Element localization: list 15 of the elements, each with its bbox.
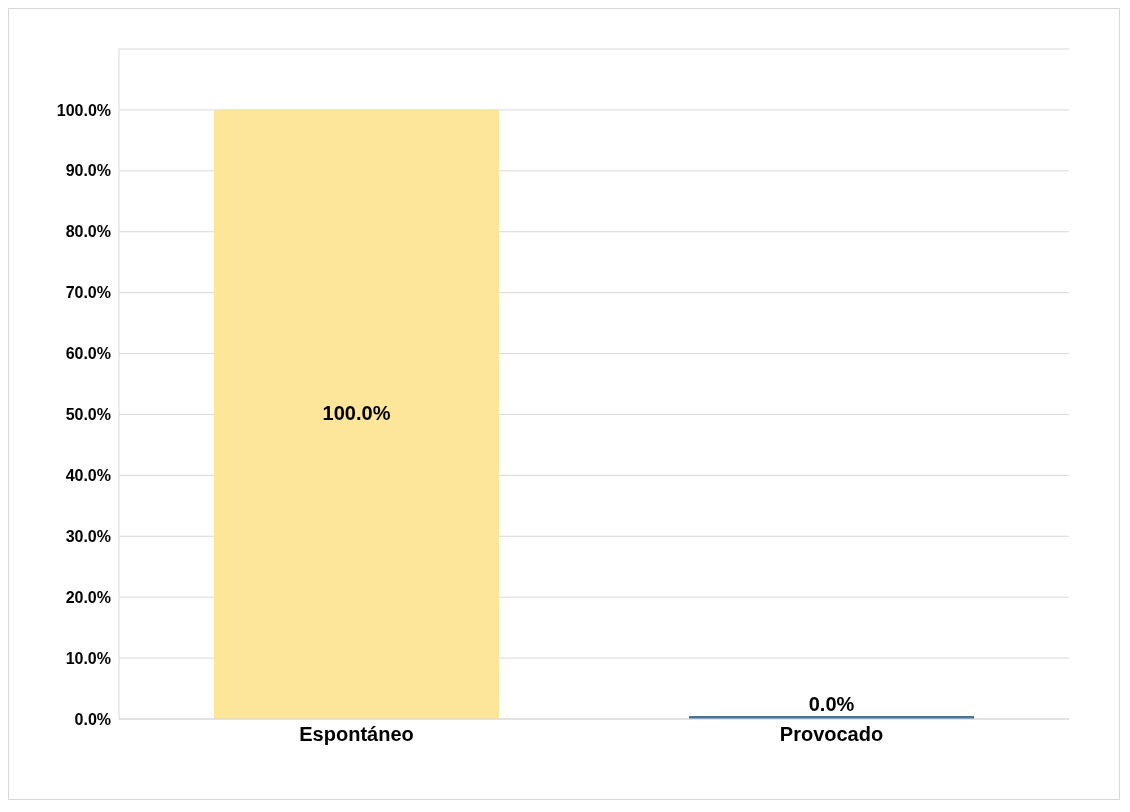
y-tick-label: 0.0%	[74, 710, 111, 728]
y-tick-label: 60.0%	[65, 345, 111, 363]
y-tick-label: 90.0%	[65, 162, 111, 180]
y-tick-label: 30.0%	[65, 527, 111, 545]
y-tick-label: 70.0%	[65, 284, 111, 302]
y-tick-label: 20.0%	[65, 588, 111, 606]
x-tick-label: Espontáneo	[299, 723, 414, 746]
y-tick-label: 100.0%	[56, 101, 111, 119]
y-tick-label: 80.0%	[65, 223, 111, 241]
y-tick-label: 40.0%	[65, 467, 111, 485]
y-tick-label: 10.0%	[65, 649, 111, 667]
data-label: 100.0%	[322, 402, 391, 425]
x-tick-label: Provocado	[779, 723, 884, 746]
y-tick-label: 50.0%	[65, 406, 111, 424]
data-label: 0.0%	[808, 693, 855, 715]
